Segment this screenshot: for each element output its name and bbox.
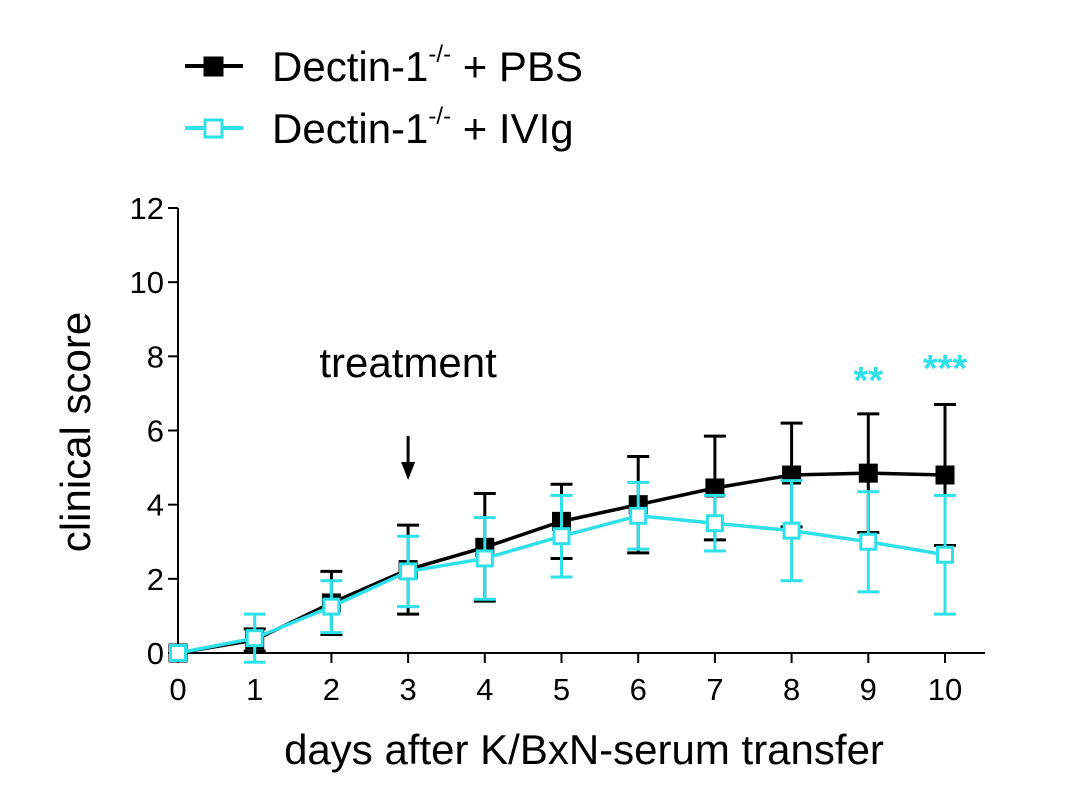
legend: Dectin-1-/- + PBS Dectin-1-/- + IVIg xyxy=(185,41,583,152)
x-tick-label: 0 xyxy=(169,672,186,707)
x-tick-label: 9 xyxy=(860,672,877,707)
y-tick-label: 10 xyxy=(130,265,164,300)
y-tick-label: 4 xyxy=(147,488,164,523)
significance-marker: ** xyxy=(854,360,884,402)
x-tick-label: 4 xyxy=(476,672,493,707)
data-point xyxy=(245,629,264,648)
data-point xyxy=(935,465,955,485)
x-tick-label: 5 xyxy=(553,672,570,707)
x-tick-label: 2 xyxy=(323,672,340,707)
y-tick-label: 2 xyxy=(147,562,164,597)
y-tick-label: 6 xyxy=(147,414,164,449)
y-axis-label: clinical score xyxy=(52,312,99,552)
x-tick-label: 8 xyxy=(783,672,800,707)
data-point xyxy=(552,527,571,546)
data-point xyxy=(169,644,187,662)
y-tick-label: 0 xyxy=(147,636,164,671)
x-tick-label: 1 xyxy=(246,672,263,707)
data-point xyxy=(399,562,418,581)
x-tick-label: 6 xyxy=(630,672,647,707)
series-layer xyxy=(168,403,956,664)
data-point xyxy=(705,478,725,498)
series-2 xyxy=(169,479,956,664)
data-point xyxy=(782,521,801,540)
x-tick-label: 10 xyxy=(928,672,962,707)
data-point xyxy=(629,506,648,525)
legend-marker xyxy=(203,56,224,77)
y-tick-label: 12 xyxy=(130,191,164,226)
x-tick-label: 7 xyxy=(706,672,723,707)
treatment-arrow-head xyxy=(401,462,416,480)
legend-label: Dectin-1-/- + IVIg xyxy=(272,103,574,152)
treatment-label: treatment xyxy=(319,339,497,386)
data-point xyxy=(858,463,878,483)
x-axis-label: days after K/BxN-serum transfer xyxy=(284,726,884,773)
legend-marker xyxy=(203,118,224,139)
significance-marker: *** xyxy=(923,348,968,390)
data-point xyxy=(322,597,341,616)
data-point xyxy=(705,514,724,533)
data-point xyxy=(859,532,878,551)
data-point xyxy=(475,549,494,568)
annotations: treatment ** *** xyxy=(319,339,967,480)
x-tick-label: 3 xyxy=(399,672,416,707)
data-point xyxy=(936,545,954,564)
legend-label: Dectin-1-/- + PBS xyxy=(272,41,583,90)
y-tick-label: 8 xyxy=(147,339,164,374)
